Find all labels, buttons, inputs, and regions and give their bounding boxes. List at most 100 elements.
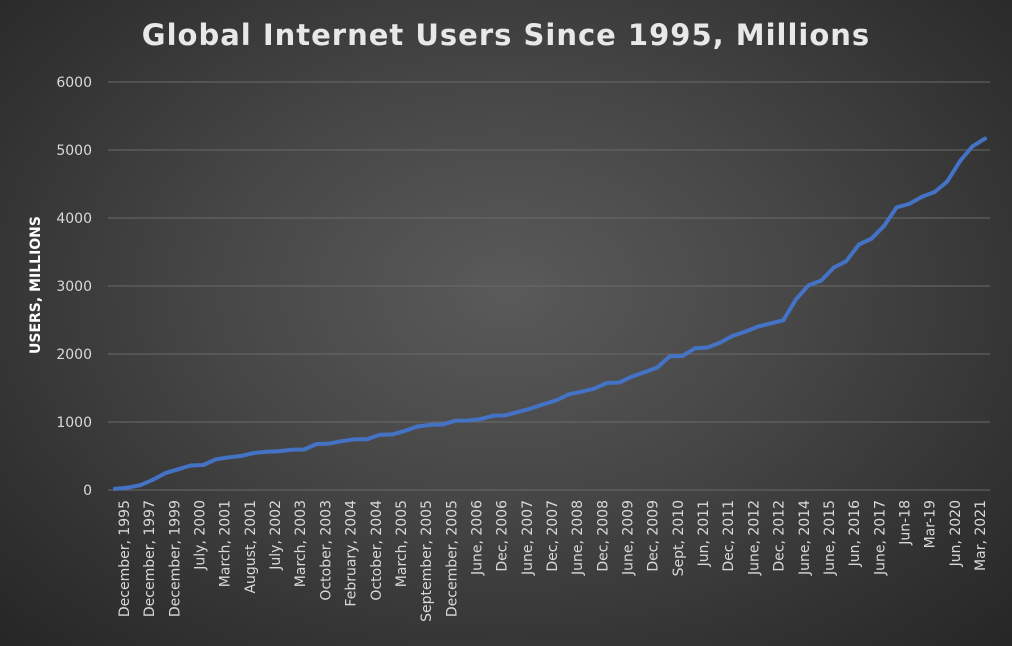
data-point bbox=[844, 259, 849, 264]
data-point bbox=[428, 422, 433, 427]
data-point bbox=[390, 432, 395, 437]
data-point bbox=[919, 194, 924, 199]
data-point bbox=[352, 437, 357, 442]
x-tick-label: June, 2009 bbox=[621, 500, 637, 576]
x-tick-label: June, 2006 bbox=[469, 500, 485, 576]
data-point bbox=[176, 467, 181, 472]
x-tick-label: Jun, 2011 bbox=[696, 500, 712, 567]
data-point bbox=[415, 424, 420, 429]
data-point bbox=[264, 449, 269, 454]
data-point bbox=[125, 485, 130, 490]
data-point bbox=[629, 374, 634, 379]
x-tick-label: Dec, 2008 bbox=[595, 500, 611, 572]
data-point bbox=[377, 432, 382, 437]
data-point bbox=[831, 265, 836, 270]
gridlines bbox=[108, 81, 990, 491]
y-tick-label: 6000 bbox=[56, 75, 92, 91]
series-line bbox=[113, 136, 987, 491]
data-point bbox=[150, 477, 155, 482]
data-point bbox=[882, 223, 887, 228]
x-tick-label: October, 2003 bbox=[318, 500, 334, 601]
data-point bbox=[894, 205, 899, 210]
data-point bbox=[756, 324, 761, 329]
x-tick-label: June, 2014 bbox=[797, 500, 813, 576]
data-point bbox=[516, 409, 521, 414]
data-point bbox=[819, 278, 824, 283]
data-point bbox=[226, 455, 231, 460]
data-point bbox=[592, 386, 597, 391]
x-tick-label: Sept, 2010 bbox=[671, 500, 687, 576]
x-tick-label: December, 1997 bbox=[142, 500, 158, 617]
data-point bbox=[113, 486, 117, 491]
data-point bbox=[314, 441, 319, 446]
data-point bbox=[705, 345, 710, 350]
x-tick-label: March, 2001 bbox=[218, 500, 234, 587]
x-tick-label: March, 2003 bbox=[293, 500, 309, 587]
data-point bbox=[806, 283, 811, 288]
data-point bbox=[793, 297, 798, 302]
y-axis-ticks: 0 1000 2000 3000 4000 5000 6000 bbox=[56, 75, 92, 499]
x-tick-label: March, 2005 bbox=[394, 500, 410, 587]
data-point bbox=[693, 346, 697, 351]
data-point bbox=[983, 136, 987, 141]
x-tick-label: June, 2017 bbox=[872, 500, 888, 576]
data-point bbox=[907, 201, 912, 206]
y-tick-label: 3000 bbox=[56, 279, 92, 295]
x-tick-label: Mar, 2021 bbox=[973, 500, 989, 571]
x-tick-label: December, 1999 bbox=[167, 500, 183, 617]
data-point bbox=[213, 457, 218, 462]
y-tick-label: 5000 bbox=[56, 143, 92, 159]
data-point bbox=[188, 463, 193, 468]
x-tick-label: Dec, 2011 bbox=[721, 500, 737, 572]
data-point bbox=[856, 242, 861, 247]
y-tick-label: 2000 bbox=[56, 347, 92, 363]
data-point bbox=[768, 321, 773, 326]
data-point bbox=[554, 398, 559, 403]
data-point bbox=[440, 422, 445, 427]
x-tick-label: June, 2012 bbox=[746, 500, 762, 576]
chart-title: Global Internet Users Since 1995, Millio… bbox=[141, 18, 871, 52]
y-tick-label: 4000 bbox=[56, 211, 92, 227]
x-tick-label: Dec, 2009 bbox=[646, 500, 662, 572]
x-tick-label: Jun, 2016 bbox=[847, 500, 863, 567]
data-point bbox=[138, 483, 143, 488]
data-point bbox=[617, 380, 622, 385]
data-point bbox=[642, 370, 647, 375]
data-point bbox=[743, 329, 748, 334]
data-point bbox=[491, 413, 496, 418]
data-point bbox=[541, 402, 546, 407]
y-tick-label: 0 bbox=[83, 483, 92, 499]
data-point bbox=[680, 353, 685, 358]
y-tick-label: 1000 bbox=[56, 415, 92, 431]
data-point bbox=[781, 318, 786, 323]
x-tick-label: June, 2007 bbox=[520, 500, 536, 576]
x-tick-label: Jun, 2020 bbox=[948, 500, 964, 567]
data-point bbox=[239, 454, 244, 458]
x-tick-label: June, 2015 bbox=[822, 500, 838, 576]
data-point bbox=[655, 365, 660, 370]
x-tick-label: August, 2001 bbox=[243, 500, 259, 594]
data-point bbox=[667, 354, 672, 359]
data-point bbox=[276, 449, 281, 454]
x-tick-label: Mar-19 bbox=[923, 500, 939, 548]
data-point bbox=[970, 144, 975, 149]
data-point bbox=[604, 380, 609, 385]
data-point bbox=[478, 417, 483, 422]
data-point bbox=[529, 406, 534, 411]
data-point bbox=[579, 389, 584, 394]
data-point bbox=[339, 439, 344, 444]
x-tick-label: Dec, 2006 bbox=[495, 500, 511, 572]
x-tick-label: December, 2005 bbox=[444, 500, 460, 617]
data-point bbox=[302, 447, 307, 452]
data-point bbox=[957, 159, 962, 164]
data-point bbox=[327, 441, 332, 446]
data-point bbox=[566, 392, 571, 397]
data-points bbox=[113, 136, 987, 491]
x-tick-label: July, 2000 bbox=[193, 500, 209, 571]
data-point bbox=[718, 340, 723, 345]
data-point bbox=[251, 451, 256, 456]
data-point bbox=[932, 189, 937, 194]
data-point bbox=[403, 428, 407, 433]
data-point bbox=[466, 418, 471, 423]
x-axis-ticks: December, 1995 December, 1997 December, 19… bbox=[117, 500, 989, 622]
